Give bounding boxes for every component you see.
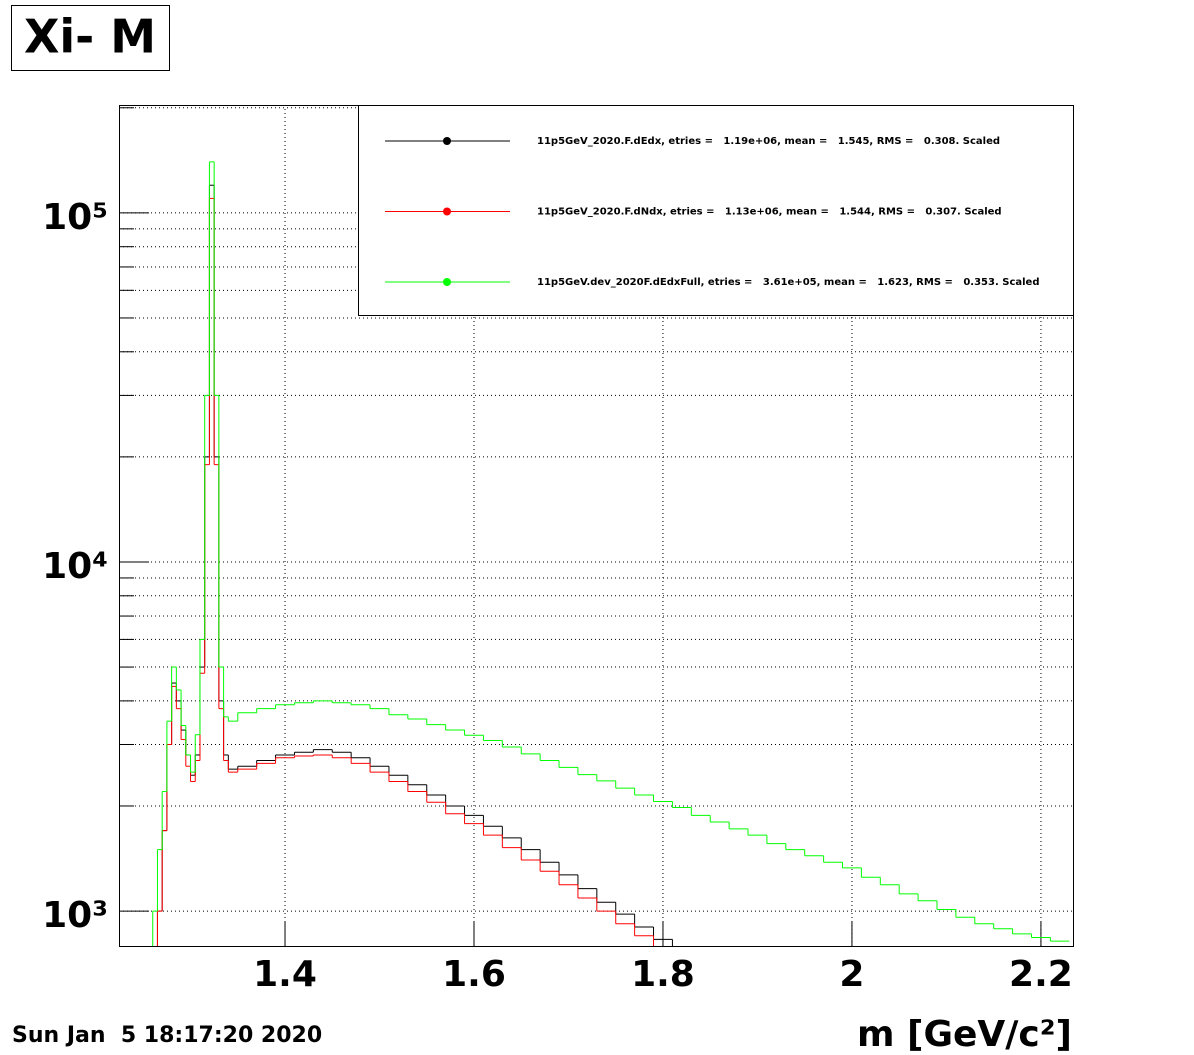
title-box: [11, 5, 170, 71]
legend-label: 11p5GeV_2020.F.dNdx, etries = 1.13e+06, …: [537, 207, 1002, 218]
histograms: [152, 161, 1070, 947]
legend: 11p5GeV_2020.F.dEdx, etries = 1.19e+06, …: [358, 105, 1074, 316]
y-tick-label: 10³: [42, 895, 108, 936]
legend-label: 11p5GeV_2020.F.dEdx, etries = 1.19e+06, …: [537, 136, 1000, 147]
y-tick-label: 10⁵: [42, 197, 108, 238]
legend-label: 11p5GeV.dev_2020F.dEdxFull, etries = 3.6…: [537, 277, 1040, 288]
legend-marker: [443, 207, 451, 216]
date-label: Sun Jan 5 18:17:20 2020: [12, 1023, 322, 1048]
legend-marker: [443, 278, 451, 286]
x-tick-label: 1.8: [631, 954, 695, 995]
histogram-step-connectors: [152, 161, 1051, 947]
legend-marker: [443, 137, 451, 145]
x-tick-label: 2: [839, 954, 864, 995]
chart-title: Xi- M: [24, 10, 156, 64]
x-axis-label: m [GeV/c²]: [857, 1014, 1072, 1055]
x-tick-label: 1.6: [442, 954, 506, 995]
x-tick-label: 2.2: [1009, 954, 1073, 995]
x-tick-label: 1.4: [253, 954, 317, 995]
y-tick-label: 10⁴: [42, 546, 108, 587]
